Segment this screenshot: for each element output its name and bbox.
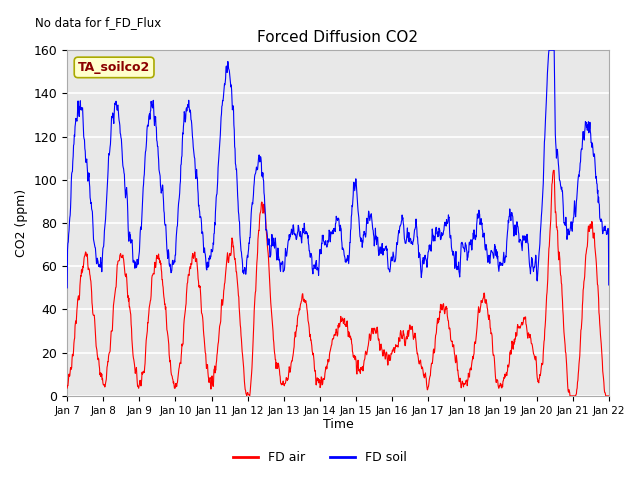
- Text: No data for f_FD_Flux: No data for f_FD_Flux: [35, 16, 161, 29]
- Legend: FD air, FD soil: FD air, FD soil: [228, 446, 412, 469]
- Y-axis label: CO2 (ppm): CO2 (ppm): [15, 189, 28, 257]
- Text: TA_soilco2: TA_soilco2: [78, 61, 150, 74]
- Title: Forced Diffusion CO2: Forced Diffusion CO2: [257, 30, 419, 45]
- X-axis label: Time: Time: [323, 419, 353, 432]
